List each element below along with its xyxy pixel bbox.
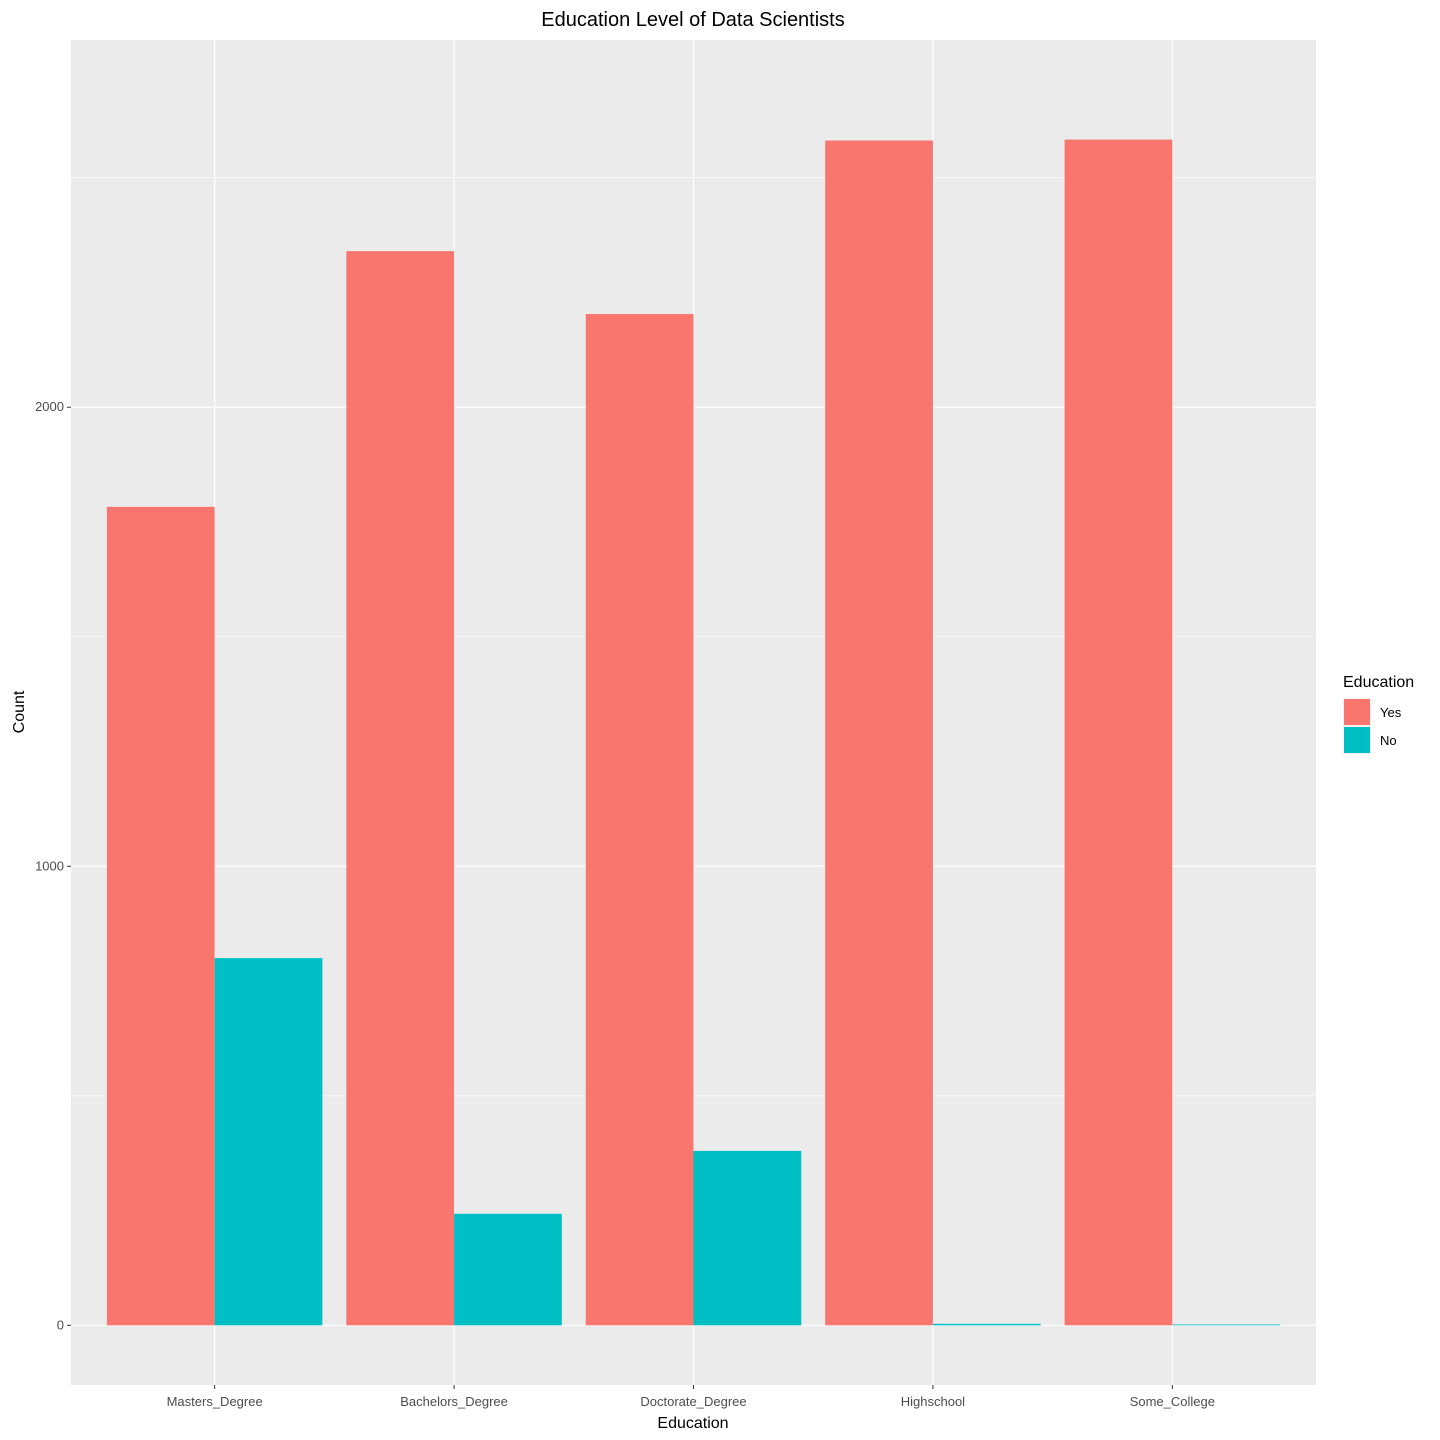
bars: [106, 139, 1281, 1326]
y-tick-label: 0: [57, 1317, 64, 1332]
bar-yes-highschool: [825, 140, 933, 1326]
bar-no-highschool: [932, 1323, 1041, 1326]
x-tick-label: Bachelors_Degree: [400, 1394, 508, 1409]
y-axis: 0 1000 2000: [35, 399, 71, 1332]
bar-no-some-college: [1172, 1324, 1281, 1326]
chart-title: Education Level of Data Scientists: [541, 9, 845, 31]
bar-yes-bachelors-degree: [346, 251, 455, 1326]
legend-label-yes: Yes: [1380, 705, 1402, 720]
bar-yes-some-college: [1064, 139, 1173, 1326]
legend-swatch-yes: [1344, 699, 1370, 725]
bar-yes-doctorate-degree: [585, 314, 694, 1326]
legend: Education Yes No: [1343, 674, 1414, 754]
x-tick-label: Doctorate_Degree: [640, 1394, 746, 1409]
legend-swatch-no: [1344, 727, 1370, 753]
x-axis: Masters_Degree Bachelors_Degree Doctorate_…: [167, 1385, 1215, 1409]
bar-no-bachelors-degree: [454, 1213, 562, 1326]
y-tick-label: 2000: [35, 399, 64, 414]
bar-no-masters-degree: [214, 958, 323, 1326]
x-tick-label: Masters_Degree: [167, 1394, 263, 1409]
x-tick-label: Highschool: [901, 1394, 965, 1409]
x-tick-label: Some_College: [1130, 1394, 1215, 1409]
bar-no-doctorate-degree: [693, 1150, 802, 1326]
legend-title: Education: [1343, 674, 1414, 691]
y-tick-label: 1000: [35, 858, 64, 873]
y-axis-title: Count: [11, 690, 28, 733]
x-axis-title: Education: [657, 1415, 728, 1432]
bar-yes-masters-degree: [106, 506, 215, 1326]
legend-label-no: No: [1380, 733, 1397, 748]
